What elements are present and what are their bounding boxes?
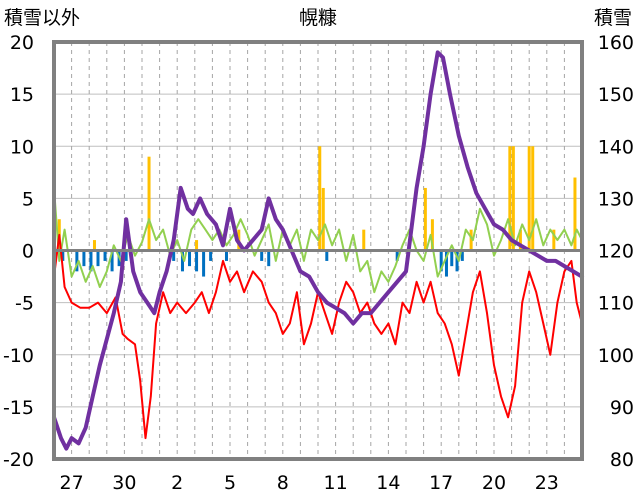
x-tick-label: 2 bbox=[171, 472, 183, 494]
bars_orange-bar bbox=[469, 229, 473, 251]
bars_blue-bar bbox=[444, 250, 448, 277]
bars_blue-bar bbox=[395, 250, 399, 261]
left-tick-label: 10 bbox=[10, 136, 34, 158]
bars_orange-bar bbox=[423, 187, 427, 251]
right-tick-label: 120 bbox=[598, 241, 634, 263]
right-tick-label: 150 bbox=[598, 84, 634, 106]
bars_blue-bar bbox=[75, 250, 79, 272]
bars_orange-bar bbox=[531, 146, 535, 251]
bars_orange-bar bbox=[511, 146, 515, 251]
right-tick-label: 90 bbox=[610, 397, 634, 419]
bars_orange-bar bbox=[508, 146, 512, 251]
bars_blue-bar bbox=[89, 250, 93, 272]
left-tick-label: -10 bbox=[3, 345, 34, 367]
bars_orange-bar bbox=[573, 177, 577, 251]
bars_orange-bar bbox=[321, 187, 325, 251]
left-tick-label: 5 bbox=[22, 188, 34, 210]
right-tick-label: 140 bbox=[598, 136, 634, 158]
bars_blue-bar bbox=[82, 250, 86, 267]
bars_blue-bar bbox=[450, 250, 454, 267]
bars_orange-bar bbox=[195, 240, 199, 251]
bars_blue-bar bbox=[110, 250, 114, 272]
bars_blue-bar bbox=[209, 250, 213, 261]
bars_orange-bar bbox=[147, 156, 151, 251]
bars_blue-bar bbox=[180, 250, 184, 272]
bars_orange-bar bbox=[318, 146, 322, 251]
x-tick-label: 20 bbox=[482, 472, 506, 494]
bars_blue-bar bbox=[460, 250, 464, 261]
temperature_red-line bbox=[53, 233, 583, 440]
bars_blue-bar bbox=[103, 250, 107, 261]
bars_blue-bar bbox=[124, 250, 128, 261]
bars_blue-bar bbox=[267, 250, 271, 267]
bars_orange-bar bbox=[430, 219, 434, 251]
bars_orange-bar bbox=[527, 146, 531, 251]
bars_blue-bar bbox=[172, 250, 176, 261]
tick-labels: 20 15 10 5 0 -5 -10 -15 -20 160 150 140 130 120 110 100… bbox=[3, 32, 634, 494]
left-tick-label: -20 bbox=[3, 449, 34, 471]
bars_blue-bar bbox=[202, 250, 206, 277]
x-tick-label: 17 bbox=[429, 472, 453, 494]
x-tick-label: 27 bbox=[60, 472, 84, 494]
bars_blue-bar bbox=[455, 250, 459, 272]
left-tick-label: 15 bbox=[10, 84, 34, 106]
left-tick-label: 20 bbox=[10, 32, 34, 54]
right-tick-label: 80 bbox=[610, 449, 634, 471]
right-tick-label: 100 bbox=[598, 345, 634, 367]
left-tick-label: -5 bbox=[15, 293, 34, 315]
left-tick-label: 0 bbox=[22, 241, 34, 263]
bars_orange-bar bbox=[362, 229, 366, 251]
right-tick-label: 160 bbox=[598, 32, 634, 54]
right-tick-label: 130 bbox=[598, 188, 634, 210]
bars_blue-bar bbox=[439, 250, 443, 272]
bars_blue-bar bbox=[224, 250, 228, 261]
bars_orange-bar bbox=[518, 229, 522, 251]
bars_blue-bar bbox=[188, 250, 192, 267]
chart-title: 幌糠 bbox=[299, 6, 337, 29]
chart-bars bbox=[57, 146, 577, 277]
bars_blue-bar bbox=[195, 250, 199, 272]
x-tick-label: 23 bbox=[535, 472, 559, 494]
right-tick-label: 110 bbox=[598, 293, 634, 315]
plot-frame bbox=[52, 40, 584, 461]
x-tick-label: 30 bbox=[112, 472, 136, 494]
right-axis-title: 積雪 bbox=[594, 7, 632, 29]
bars_orange-bar bbox=[92, 240, 96, 251]
bars_blue-bar bbox=[96, 250, 100, 267]
x-tick-label: 14 bbox=[376, 472, 400, 494]
bars_blue-bar bbox=[260, 250, 264, 261]
bars_orange-bar bbox=[552, 229, 556, 251]
x-tick-label: 8 bbox=[277, 472, 289, 494]
x-tick-label: 5 bbox=[224, 472, 236, 494]
bars_blue-bar bbox=[325, 250, 329, 261]
left-tick-label: -15 bbox=[3, 397, 34, 419]
bars_blue-bar bbox=[61, 250, 65, 261]
x-tick-label: 11 bbox=[324, 472, 348, 494]
left-axis-title: 積雪以外 bbox=[4, 7, 80, 29]
